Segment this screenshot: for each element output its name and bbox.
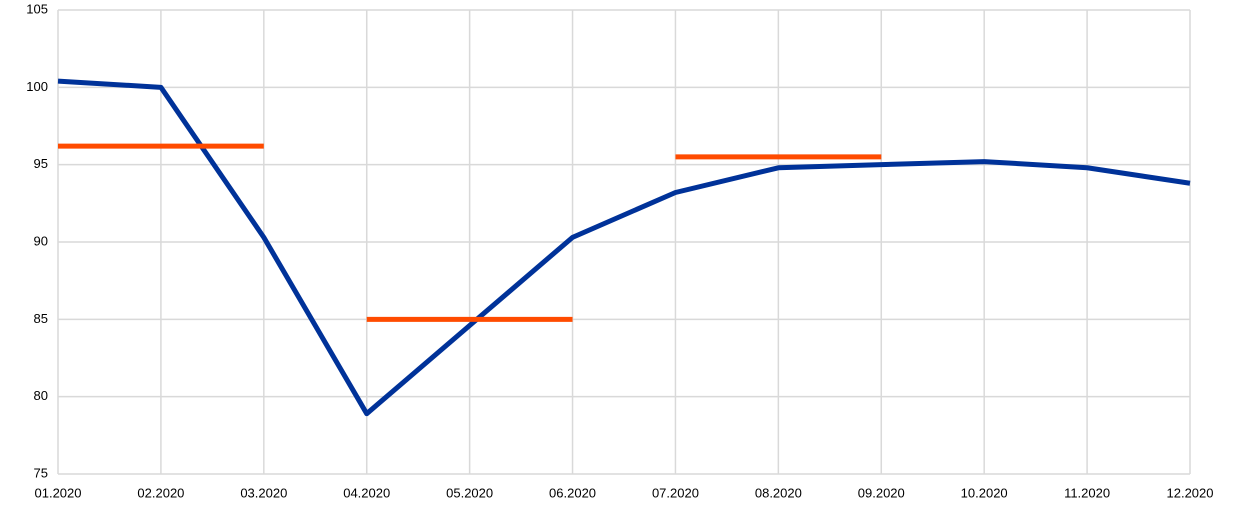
- y-tick-label: 95: [34, 156, 48, 171]
- y-tick-label: 75: [34, 465, 48, 480]
- series-line: [57, 78, 1191, 417]
- y-tick-label: 90: [34, 233, 48, 248]
- x-tick-label: 07.2020: [652, 485, 699, 500]
- y-tick-label: 100: [26, 79, 48, 94]
- x-tick-label: 04.2020: [343, 485, 390, 500]
- x-tick-label: 11.2020: [1064, 485, 1110, 500]
- y-tick-label: 105: [26, 1, 48, 16]
- x-tick-label: 09.2020: [858, 485, 905, 500]
- x-tick-label: 01.2020: [35, 485, 82, 500]
- y-tick-label: 85: [34, 311, 48, 326]
- x-tick-label: 02.2020: [137, 485, 184, 500]
- x-tick-label: 06.2020: [549, 485, 596, 500]
- x-tick-label: 05.2020: [446, 485, 493, 500]
- x-tick-label: 12.2020: [1167, 485, 1214, 500]
- x-tick-label: 10.2020: [961, 485, 1008, 500]
- x-tick-label: 03.2020: [240, 485, 287, 500]
- y-tick-label: 80: [34, 388, 48, 403]
- x-tick-label: 08.2020: [755, 485, 802, 500]
